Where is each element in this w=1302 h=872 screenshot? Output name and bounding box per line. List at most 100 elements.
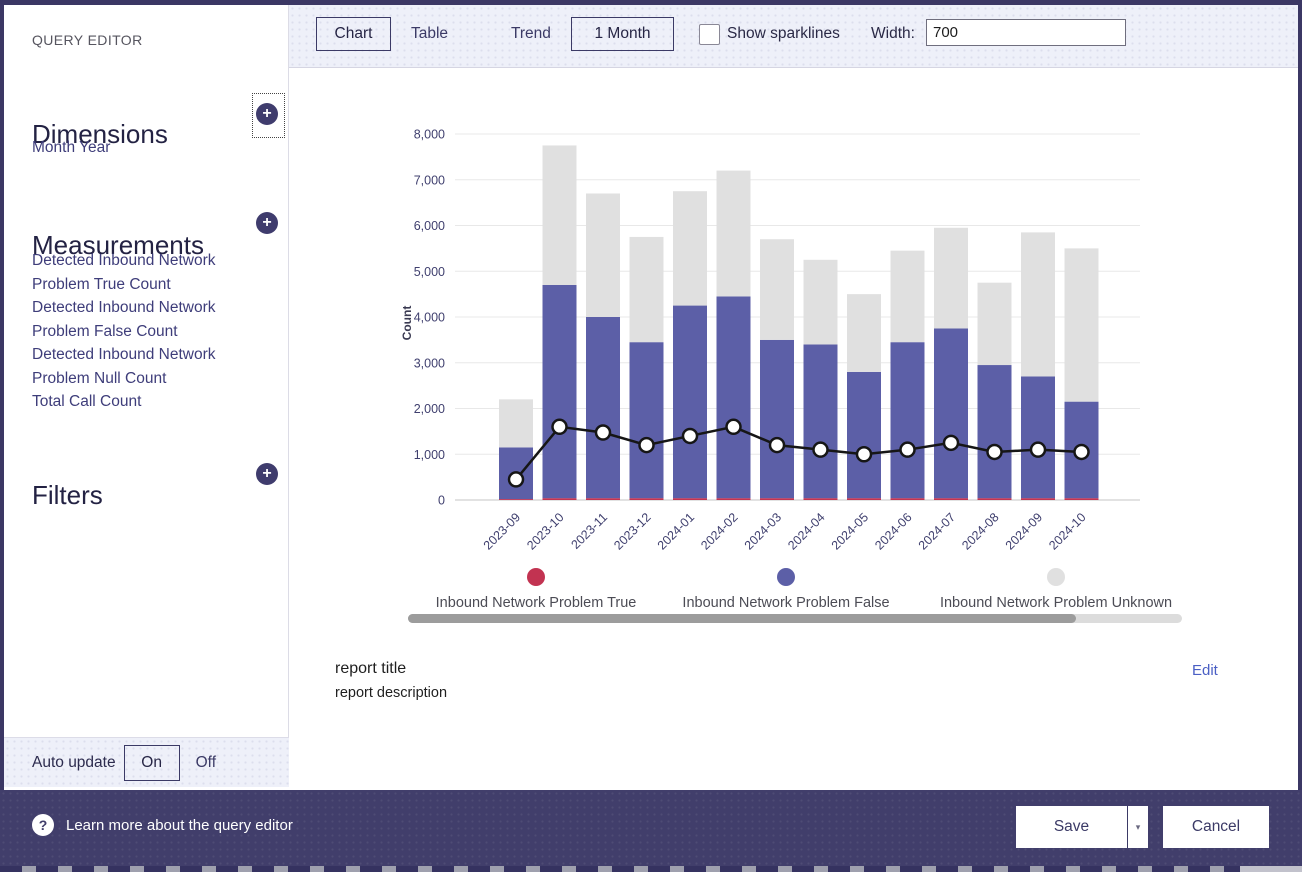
bar-segment-0[interactable]	[1065, 498, 1099, 500]
bar-segment-1[interactable]	[586, 317, 620, 498]
plus-icon: +	[262, 465, 271, 482]
bar-segment-1[interactable]	[760, 340, 794, 498]
save-dropdown-button[interactable]: ▾	[1127, 806, 1148, 848]
report-description: report description	[335, 685, 447, 701]
bar-segment-1[interactable]	[934, 328, 968, 498]
bar-segment-0[interactable]	[804, 498, 838, 500]
chart-content-area: 01,0002,0003,0004,0005,0006,0007,0008,00…	[289, 68, 1298, 790]
bar-segment-1[interactable]	[978, 365, 1012, 498]
trend-marker[interactable]	[814, 443, 828, 457]
bar-segment-2[interactable]	[543, 145, 577, 285]
filters-heading: Filters	[32, 480, 103, 511]
legend-scrollbar-thumb[interactable]	[408, 614, 1076, 623]
trend-marker[interactable]	[727, 420, 741, 434]
trend-button[interactable]: Trend	[511, 25, 551, 43]
bar-segment-0[interactable]	[978, 498, 1012, 500]
trend-marker[interactable]	[553, 420, 567, 434]
bar-segment-1[interactable]	[673, 306, 707, 499]
measurement-item[interactable]: Detected Inbound Network Problem True Co…	[32, 249, 244, 296]
trend-marker[interactable]	[596, 426, 610, 440]
measurement-item[interactable]: Detected Inbound Network Problem False C…	[32, 296, 244, 343]
x-tick-label: 2024-01	[655, 510, 697, 552]
width-input[interactable]	[926, 19, 1126, 46]
bar-segment-0[interactable]	[673, 498, 707, 500]
trend-marker[interactable]	[1031, 443, 1045, 457]
legend-dot[interactable]	[1047, 568, 1065, 586]
bar-segment-1[interactable]	[717, 296, 751, 498]
edit-report-link[interactable]: Edit	[1192, 662, 1218, 679]
chart-view-button[interactable]: Chart	[316, 17, 391, 51]
bar-segment-2[interactable]	[804, 260, 838, 345]
x-tick-label: 2024-07	[916, 510, 958, 552]
bar-segment-1[interactable]	[630, 342, 664, 498]
x-tick-label: 2024-05	[829, 510, 871, 552]
bar-segment-1[interactable]	[891, 342, 925, 498]
save-split-button[interactable]: Save ▾	[1016, 806, 1148, 848]
auto-update-on-button[interactable]: On	[124, 745, 180, 781]
bar-segment-2[interactable]	[630, 237, 664, 342]
bar-segment-2[interactable]	[586, 193, 620, 317]
trend-marker[interactable]	[770, 438, 784, 452]
bar-segment-1[interactable]	[847, 372, 881, 498]
measurement-item[interactable]: Detected Inbound Network Problem Null Co…	[32, 343, 244, 390]
measurement-item[interactable]: Total Call Count	[32, 390, 244, 414]
cancel-button[interactable]: Cancel	[1163, 806, 1269, 848]
trend-marker[interactable]	[988, 445, 1002, 459]
bar-segment-2[interactable]	[760, 239, 794, 340]
bar-segment-0[interactable]	[760, 498, 794, 500]
auto-update-off-button[interactable]: Off	[196, 754, 216, 772]
y-axis-title: Count	[400, 306, 414, 341]
bar-segment-0[interactable]	[847, 498, 881, 500]
bar-segment-2[interactable]	[673, 191, 707, 305]
add-filter-button[interactable]: +	[256, 463, 278, 485]
trend-marker[interactable]	[901, 443, 915, 457]
auto-update-bar: Auto update On Off	[4, 737, 289, 787]
bar-segment-0[interactable]	[717, 498, 751, 500]
trend-marker[interactable]	[683, 429, 697, 443]
save-button[interactable]: Save	[1016, 806, 1127, 848]
x-tick-label: 2023-10	[524, 510, 566, 552]
trend-marker[interactable]	[944, 436, 958, 450]
bar-segment-2[interactable]	[1065, 248, 1099, 401]
show-sparklines-checkbox[interactable]	[699, 24, 720, 45]
trend-marker[interactable]	[857, 447, 871, 461]
x-tick-label: 2024-03	[742, 510, 784, 552]
x-tick-label: 2024-02	[698, 510, 740, 552]
legend-label: Inbound Network Problem True	[436, 595, 637, 611]
bar-segment-0[interactable]	[1021, 498, 1055, 500]
bar-segment-2[interactable]	[1021, 232, 1055, 376]
x-tick-label: 2023-09	[481, 510, 523, 552]
bar-segment-0[interactable]	[586, 498, 620, 500]
bar-segment-0[interactable]	[891, 498, 925, 500]
bar-segment-1[interactable]	[543, 285, 577, 498]
bar-segment-0[interactable]	[543, 498, 577, 500]
add-measurement-button[interactable]: +	[256, 212, 278, 234]
bar-segment-1[interactable]	[1021, 376, 1055, 498]
bar-segment-1[interactable]	[804, 344, 838, 498]
chart-toolbar: Chart Table Trend 1 Month Show sparkline…	[289, 5, 1298, 68]
bar-segment-2[interactable]	[499, 399, 533, 447]
table-view-button[interactable]: Table	[411, 25, 448, 43]
bar-segment-0[interactable]	[499, 499, 533, 500]
main-panel: Chart Table Trend 1 Month Show sparkline…	[289, 5, 1298, 790]
legend-dot[interactable]	[777, 568, 795, 586]
dimension-item-month-year[interactable]: Month Year	[32, 139, 110, 157]
trend-marker[interactable]	[1075, 445, 1089, 459]
plus-icon: +	[262, 214, 271, 231]
trend-marker[interactable]	[509, 472, 523, 486]
bar-segment-2[interactable]	[978, 283, 1012, 365]
y-tick-label: 5,000	[414, 265, 445, 279]
period-selector-button[interactable]: 1 Month	[571, 17, 674, 51]
bar-segment-2[interactable]	[891, 251, 925, 343]
add-dimension-button[interactable]: +	[256, 103, 278, 125]
bar-segment-2[interactable]	[717, 171, 751, 297]
bar-segment-0[interactable]	[630, 498, 664, 500]
bar-segment-2[interactable]	[934, 228, 968, 329]
trend-marker[interactable]	[640, 438, 654, 452]
report-title: report title	[335, 660, 447, 678]
legend-dot[interactable]	[527, 568, 545, 586]
learn-more-link[interactable]: ? Learn more about the query editor	[32, 814, 293, 836]
help-icon: ?	[32, 814, 54, 836]
bar-segment-2[interactable]	[847, 294, 881, 372]
bar-segment-0[interactable]	[934, 498, 968, 500]
